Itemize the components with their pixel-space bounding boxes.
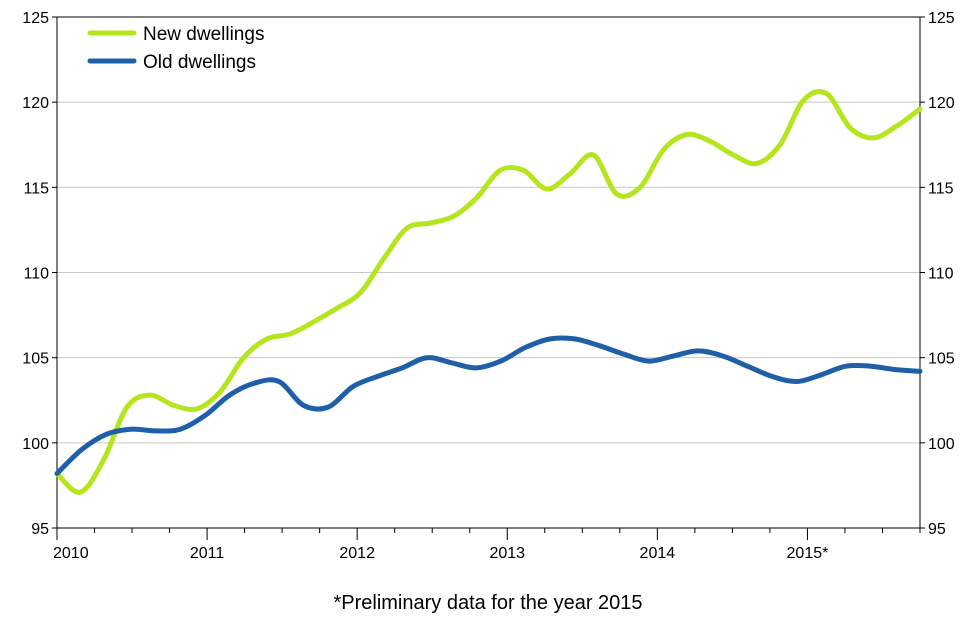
- x-axis-footnote: *Preliminary data for the year 2015: [333, 592, 642, 614]
- y-tick-label-right: 95: [928, 521, 946, 538]
- y-tick-label-left: 95: [31, 521, 49, 538]
- series-line-new-dwellings: [54, 89, 923, 495]
- y-tick-label-right: 110: [928, 266, 954, 283]
- y-tick-label-left: 105: [22, 351, 49, 368]
- x-tick-label: 2011: [190, 545, 225, 562]
- y-tick-label-left: 115: [23, 180, 49, 197]
- y-tick-label-left: 120: [22, 95, 49, 112]
- x-tick-label: 2015*: [787, 545, 829, 562]
- y-tick-label-left: 125: [22, 10, 49, 27]
- y-tick-label-right: 115: [928, 180, 954, 197]
- y-tick-label-left: 110: [23, 266, 49, 283]
- y-tick-label-right: 100: [928, 436, 955, 453]
- series-line-old-dwellings: [54, 335, 923, 476]
- y-tick-label-right: 125: [928, 10, 955, 27]
- gridlines: [57, 101, 920, 444]
- x-axis: 2010 2011 2012 2013 2014 2015*: [53, 528, 921, 562]
- y-axis-right: 95 100 105 110 115 120 125: [920, 10, 955, 538]
- legend: New dwellings Old dwellings: [87, 24, 264, 73]
- x-tick-label: 2010: [53, 545, 89, 562]
- legend-label: Old dwellings: [143, 52, 256, 73]
- y-axis-left: 95 100 105 110 115 120 125: [22, 10, 57, 538]
- legend-label: New dwellings: [143, 24, 264, 45]
- series-lines: [54, 89, 923, 495]
- x-tick-label: 2014: [640, 545, 676, 562]
- y-tick-label-right: 120: [928, 95, 955, 112]
- x-tick-label: 2013: [489, 545, 525, 562]
- y-tick-label-left: 100: [22, 436, 49, 453]
- y-tick-label-right: 105: [928, 351, 955, 368]
- x-tick-label: 2012: [339, 545, 375, 562]
